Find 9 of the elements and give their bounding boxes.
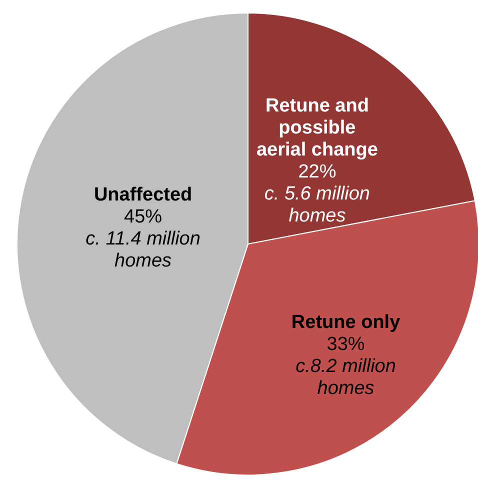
- text: c.8.2 million homes: [296, 356, 396, 399]
- slice-label: Unaffected: [94, 184, 192, 206]
- data-label: 45%: [124, 206, 162, 228]
- data-label: 33%: [326, 334, 365, 355]
- slice-label: Retune and possible aerial change: [256, 95, 378, 160]
- data-label: 22%: [298, 161, 336, 182]
- text: c. 11.4 million homes: [86, 228, 200, 272]
- slice-label: Retune only: [291, 312, 401, 333]
- text: c. 5.6 million homes: [264, 183, 370, 226]
